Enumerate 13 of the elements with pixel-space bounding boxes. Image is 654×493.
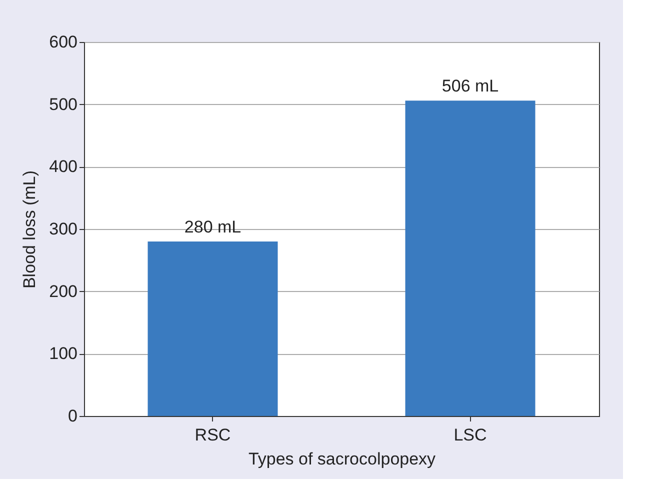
y-tick-label: 100 <box>49 344 78 364</box>
x-axis-title: Types of sacrocolpopexy <box>248 450 436 468</box>
y-tick-label: 500 <box>49 94 78 114</box>
y-axis-title: Blood loss (mL) <box>20 170 40 289</box>
y-tick-label: 200 <box>49 282 78 301</box>
y-tick-label: 600 <box>49 32 78 52</box>
y-tick-label: 0 <box>68 406 78 426</box>
data-label: 506 mL <box>442 76 499 96</box>
y-tick-label: 300 <box>49 220 78 238</box>
data-label: 280 mL <box>184 217 242 236</box>
y-tick-label: 400 <box>49 157 78 176</box>
x-tick-label: LSC <box>454 426 487 444</box>
x-tick-label: RSC <box>194 426 231 444</box>
